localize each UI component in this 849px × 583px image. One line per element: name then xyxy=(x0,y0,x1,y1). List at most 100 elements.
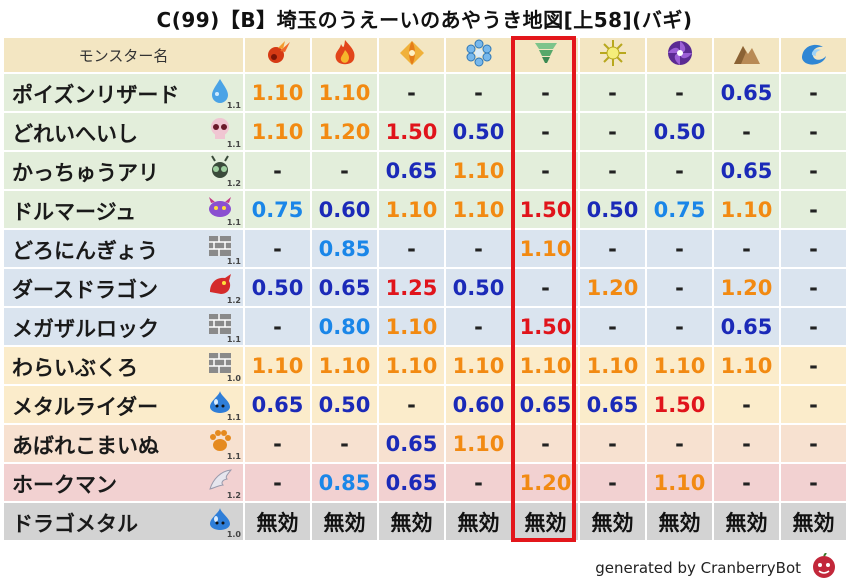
resist-value-light: 無効 xyxy=(580,503,645,540)
monster-name: ドルマージュ xyxy=(12,200,137,224)
resist-value-ice: 0.60 xyxy=(446,386,511,423)
earth-icon xyxy=(379,38,444,72)
table-row: ホークマン 1.2-0.85 0.65-1.20-1.10- - xyxy=(4,464,846,501)
monster-name-cell: ホークマン 1.2 xyxy=(4,464,243,501)
resist-value-fire-2: - xyxy=(312,425,377,462)
monster-level: 1.2 xyxy=(226,491,241,500)
resist-value-water: - xyxy=(781,152,846,189)
resist-value-earth-rock: - xyxy=(714,425,779,462)
resist-value-fire-1: 0.65 xyxy=(245,386,310,423)
resist-value-water: - xyxy=(781,308,846,345)
monster-name-cell: あばれこまいぬ 1.1 xyxy=(4,425,243,462)
monster-level: 1.0 xyxy=(226,374,241,383)
light-icon xyxy=(580,38,645,72)
table-body: ポイズンリザード 1.1 1.10 1.10- - - - -0.65- どれいへいし 1.1 1.… xyxy=(4,74,846,540)
resist-value-earth: 1.10 xyxy=(379,191,444,228)
resist-value-dark: 0.50 xyxy=(647,113,712,150)
resist-value-earth-rock: - xyxy=(714,464,779,501)
resist-value-earth: - xyxy=(379,74,444,111)
footer-credit: generated by CranberryBot xyxy=(595,559,801,577)
monster-level: 1.1 xyxy=(226,335,241,344)
cranberry-bot-icon xyxy=(811,552,837,579)
resist-value-earth: 0.65 xyxy=(379,425,444,462)
resist-value-dark: 1.10 xyxy=(647,347,712,384)
resist-value-light: - xyxy=(580,308,645,345)
resist-value-ice: 1.10 xyxy=(446,152,511,189)
demon-icon xyxy=(207,194,233,220)
monster-level: 1.1 xyxy=(226,452,241,461)
resist-value-water: - xyxy=(781,191,846,228)
resist-value-water: - xyxy=(781,113,846,150)
resist-value-wind: - xyxy=(513,425,578,462)
dragon-icon xyxy=(207,272,233,298)
resist-value-fire-2: 1.10 xyxy=(312,347,377,384)
monster-level: 1.1 xyxy=(226,101,241,110)
resist-value-water: - xyxy=(781,347,846,384)
monster-name: メタルライダー xyxy=(12,395,159,419)
fire-2-icon xyxy=(312,38,377,72)
resist-value-ice: 0.50 xyxy=(446,113,511,150)
monster-name: ポイズンリザード xyxy=(12,83,180,107)
monster-name-cell: ダースドラゴン 1.2 xyxy=(4,269,243,306)
resist-value-earth: 1.50 xyxy=(379,113,444,150)
resist-value-dark: - xyxy=(647,230,712,267)
monster-name: かっちゅうアリ xyxy=(12,161,159,185)
resist-value-light: - xyxy=(580,74,645,111)
fire-1-icon xyxy=(245,38,310,72)
monster-level: 1.1 xyxy=(226,218,241,227)
resist-value-light: - xyxy=(580,230,645,267)
resist-value-fire-1: 0.50 xyxy=(245,269,310,306)
resist-value-fire-1: 1.10 xyxy=(245,347,310,384)
resist-value-earth-rock: - xyxy=(714,113,779,150)
resist-value-ice: - xyxy=(446,308,511,345)
resist-value-dark: - xyxy=(647,425,712,462)
resist-value-light: 1.20 xyxy=(580,269,645,306)
resist-value-wind: 1.10 xyxy=(513,230,578,267)
resist-value-dark: 0.75 xyxy=(647,191,712,228)
resist-value-fire-1: - xyxy=(245,152,310,189)
resist-value-wind: 1.10 xyxy=(513,347,578,384)
bug-icon xyxy=(207,155,233,181)
resist-value-fire-2: 0.60 xyxy=(312,191,377,228)
resist-value-ice: 無効 xyxy=(446,503,511,540)
resist-value-light: 0.65 xyxy=(580,386,645,423)
resist-value-fire-1: 0.75 xyxy=(245,191,310,228)
resist-value-ice: 1.10 xyxy=(446,425,511,462)
resist-value-water: - xyxy=(781,74,846,111)
resist-value-wind: - xyxy=(513,269,578,306)
monster-name-cell: メタルライダー 1.1 xyxy=(4,386,243,423)
table-row: どろにんぎょう 1.1-0.85- -1.10- - - - xyxy=(4,230,846,267)
resist-value-earth: - xyxy=(379,230,444,267)
resist-value-fire-2: 0.65 xyxy=(312,269,377,306)
brick-icon xyxy=(207,350,233,376)
page-title: C(99)【B】埼玉のうえーいのあやうき地図[上58](バギ) xyxy=(156,8,693,32)
monster-level: 1.1 xyxy=(226,413,241,422)
resist-value-water: - xyxy=(781,425,846,462)
resist-value-earth-rock: 1.10 xyxy=(714,347,779,384)
resist-value-ice: - xyxy=(446,464,511,501)
monster-name: メガザルロック xyxy=(12,317,159,341)
skull-icon xyxy=(207,116,233,142)
resist-value-water: - xyxy=(781,464,846,501)
water-icon xyxy=(781,38,846,72)
header-row: モンスター名 xyxy=(4,38,846,72)
monster-name-cell: ドラゴメタル 1.0 xyxy=(4,503,243,540)
resist-value-fire-1: - xyxy=(245,230,310,267)
monster-level: 1.0 xyxy=(226,530,241,539)
resist-value-earth-rock: 0.65 xyxy=(714,152,779,189)
dark-icon xyxy=(647,38,712,72)
monster-name: どれいへいし xyxy=(12,122,138,146)
resist-value-ice: - xyxy=(446,74,511,111)
resist-value-wind: - xyxy=(513,74,578,111)
resist-value-earth-rock: 0.65 xyxy=(714,308,779,345)
resist-value-fire-2: 0.50 xyxy=(312,386,377,423)
resist-value-wind: - xyxy=(513,152,578,189)
resist-value-wind: 1.20 xyxy=(513,464,578,501)
resist-value-light: 1.10 xyxy=(580,347,645,384)
resist-value-earth-rock: 1.10 xyxy=(714,191,779,228)
monster-level: 1.1 xyxy=(226,257,241,266)
monster-name: わらいぶくろ xyxy=(12,356,138,380)
resist-value-ice: - xyxy=(446,230,511,267)
resist-value-fire-1: - xyxy=(245,425,310,462)
resist-value-earth-rock: - xyxy=(714,230,779,267)
